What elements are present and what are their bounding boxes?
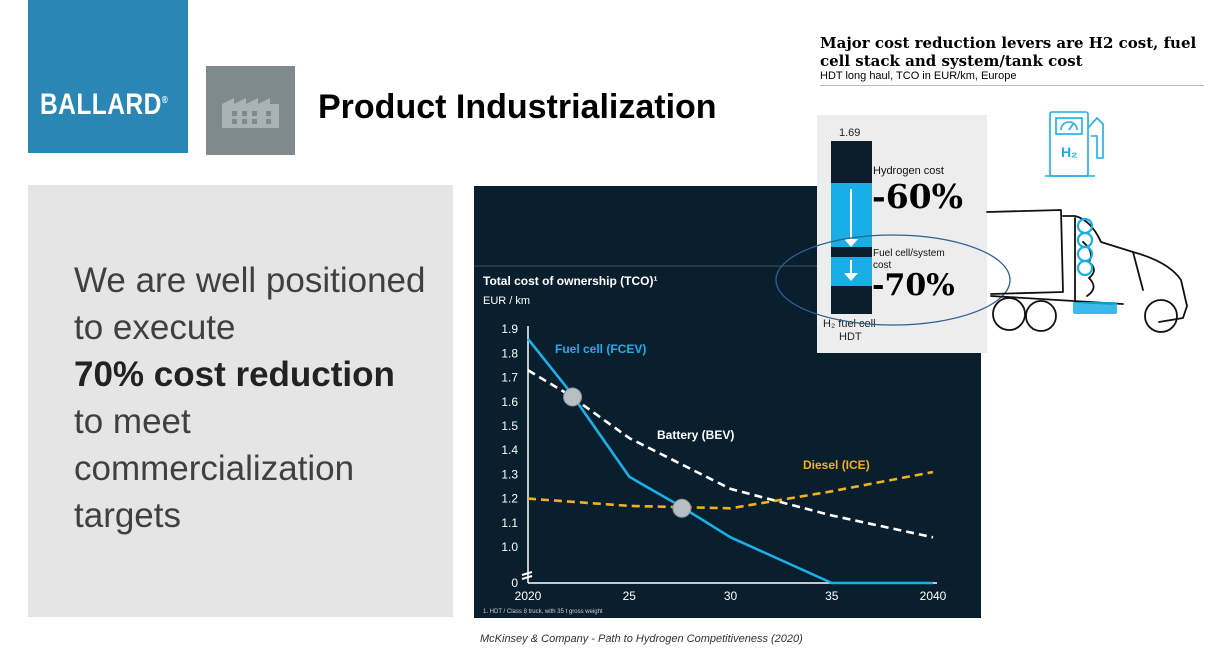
bar-label-2: HDT: [839, 331, 862, 343]
axis-break-icon: [521, 571, 533, 580]
arrow-down-icon: [850, 189, 852, 241]
hydrogen-pump-icon: H₂: [1045, 108, 1115, 180]
ballard-logo: BALLARD®: [28, 0, 188, 153]
series-label: Battery (BEV): [657, 428, 734, 442]
y-tick-label: 1.1: [501, 516, 518, 530]
y-tick-label: 1.0: [501, 540, 518, 554]
y-tick-label: 1.4: [501, 443, 518, 457]
page-title: Product Industrialization: [318, 88, 717, 126]
y-tick-label: 1.5: [501, 419, 518, 433]
chart-title: Total cost of ownership (TCO)¹: [483, 274, 657, 288]
inset-headline: Major cost reduction levers are H2 cost,…: [820, 34, 1197, 70]
x-tick-label: 2020: [515, 589, 542, 603]
cost-reduction-inset: 1.69 Hydrogen cost -60% Fuel cell/system…: [817, 115, 987, 353]
fuelcell-cost-pct: -70%: [872, 268, 955, 303]
x-tick-label: 30: [724, 589, 738, 603]
y-tick-label: 1.9: [501, 322, 518, 336]
message-emphasis: 70% cost reduction: [74, 355, 395, 394]
crossover-marker: [563, 387, 583, 407]
message-panel: We are well positioned to execute 70% co…: [28, 185, 453, 617]
message-text: We are well positioned to execute 70% co…: [74, 261, 426, 535]
y-tick-label: 1.8: [501, 346, 518, 360]
fuelcell-cost-label: Fuel cell/system cost: [873, 248, 945, 271]
truck-icon: [986, 209, 1188, 333]
hydrogen-cost-pct: -60%: [872, 177, 963, 216]
inset-top-value: 1.69: [839, 127, 861, 139]
factory-icon: [206, 66, 295, 155]
hydrogen-cost-label: Hydrogen cost: [873, 165, 944, 177]
arrow-down-icon: [844, 273, 858, 281]
bar-hydrogen-dark: [831, 141, 872, 184]
y-tick-label: 1.7: [501, 371, 518, 385]
x-tick-label: 35: [825, 589, 839, 603]
y-tick-label: 1.6: [501, 395, 518, 409]
x-tick-label: 2040: [920, 589, 947, 603]
series-label: Fuel cell (FCEV): [555, 342, 646, 356]
series-label: Diesel (ICE): [803, 458, 870, 472]
highlight-ellipse: [775, 234, 1011, 326]
divider: [820, 85, 1204, 86]
arrow-down-icon: [844, 239, 858, 247]
chart-ylabel: EUR / km: [483, 295, 530, 307]
arrow-down-icon: [850, 260, 852, 276]
series-line-diesel-ice: [527, 470, 934, 510]
series-line-fuel-cell-fcev: [526, 338, 933, 585]
source-citation: McKinsey & Company - Path to Hydrogen Co…: [480, 633, 803, 645]
pump-label: H₂: [1061, 144, 1078, 160]
inset-subtitle: HDT long haul, TCO in EUR/km, Europe: [820, 70, 1017, 82]
series-line-battery-bev: [527, 369, 934, 539]
y-tick-label: 1.2: [501, 492, 518, 506]
bar-fuelcell-dark: [831, 247, 872, 257]
logo-text: BALLARD®: [40, 88, 169, 121]
chart-footnote: 1. HDT / Class 8 truck, with 35 t gross …: [483, 609, 603, 615]
y-tick-label: 1.3: [501, 467, 518, 481]
bar-base: [831, 286, 872, 314]
crossover-marker: [672, 498, 692, 518]
x-tick-label: 25: [623, 589, 637, 603]
bar-label-1: H₂ fuel cell: [823, 318, 876, 330]
y-tick-label: 0: [511, 576, 518, 590]
